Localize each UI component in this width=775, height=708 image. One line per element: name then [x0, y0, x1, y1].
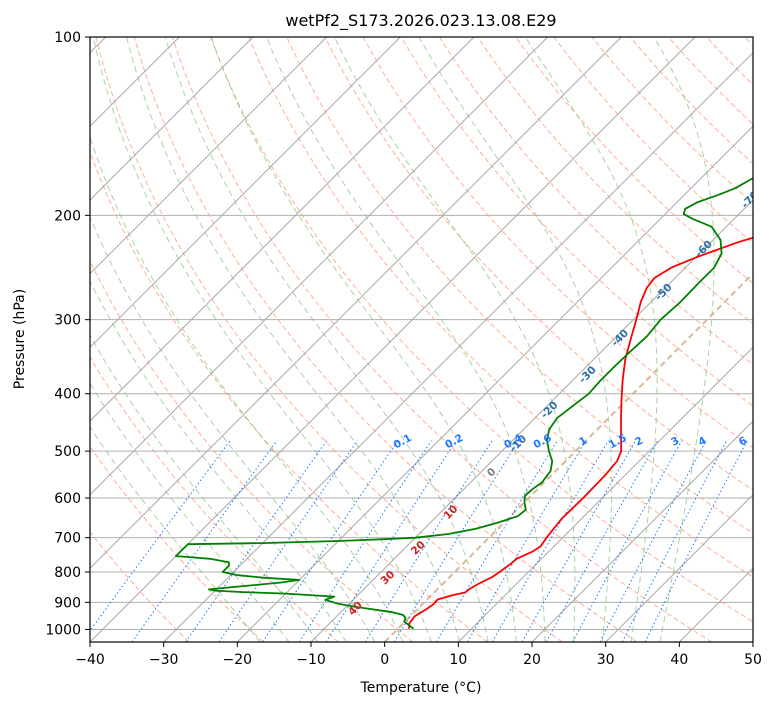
moist-adiabat: [418, 37, 613, 642]
x-tick-label: −20: [223, 652, 253, 668]
dry-adiabat: [171, 37, 712, 642]
moist-adiabat: [333, 37, 576, 642]
dry-adiabat: [95, 37, 563, 642]
isotherm: [163, 51, 753, 642]
plot-area: -100-90-80-70-60-50-40-30-20-10010203040…: [90, 37, 753, 642]
x-tick-label: −10: [296, 652, 326, 668]
moist-adiabat: [90, 215, 376, 642]
moist-adiabat: [524, 37, 658, 642]
x-tick-label: 30: [597, 652, 615, 668]
x-tick-label: 20: [523, 652, 541, 668]
chart-title: wetPf2_S173.2026.023.13.08.E29: [285, 11, 556, 31]
y-tick-label: 800: [54, 565, 81, 581]
moist-adiabat: [90, 334, 319, 642]
mixing-ratio-line: [393, 440, 520, 642]
isotherm: [310, 199, 753, 642]
dry-adiabat: [90, 445, 264, 642]
dry-adiabat: [90, 356, 339, 642]
moist-adiabat: [92, 37, 432, 642]
isotherm: [90, 37, 622, 570]
plot-frame: [89, 36, 754, 643]
mixing-ratio-line: [364, 440, 493, 642]
dry-adiabat: [324, 37, 753, 491]
mixing-ratio-line: [131, 440, 278, 642]
y-axis-title: Pressure (hPa): [12, 289, 28, 389]
moist-adiabat: [266, 37, 546, 642]
mixing-ratio-line: [491, 440, 609, 642]
isotherm: [605, 493, 753, 642]
dry-adiabat: [400, 37, 753, 407]
dry-adiabat: [210, 37, 753, 623]
isotherm: [90, 37, 254, 201]
mixing-ratio-line: [545, 440, 659, 642]
mixing-ratio-line: [90, 440, 231, 632]
mixing-ratio-line: [467, 440, 587, 642]
x-axis-title: Temperature (°C): [360, 680, 482, 696]
dry-adiabat: [90, 531, 190, 642]
isotherm: [531, 420, 753, 642]
dry-adiabat: [248, 37, 753, 578]
mixing-ratio-line: [435, 440, 558, 642]
y-tick-label: 1000: [45, 622, 81, 638]
dry-adiabat: [438, 37, 753, 366]
moist-adiabat: [90, 382, 290, 642]
y-tick-label: 300: [54, 313, 81, 329]
x-tick-label: 10: [449, 652, 467, 668]
dry-adiabat: [90, 150, 488, 642]
mixing-ratio-line: [644, 440, 748, 642]
y-tick-label: 600: [54, 491, 81, 507]
y-tick-label: 400: [54, 387, 81, 403]
y-axis: 100 200 300 400 500 600 700 800 900 1000: [45, 30, 90, 638]
mixing-ratio-line: [521, 440, 637, 642]
x-tick-label: −30: [149, 652, 179, 668]
x-axis: −40 −30 −20 −10 0 10 20 30 40 50: [75, 642, 762, 668]
dry-adiabat: [133, 37, 638, 642]
mixing-ratio-line: [325, 440, 457, 642]
isotherm: [90, 37, 696, 642]
y-tick-label: 900: [54, 595, 81, 611]
x-tick-label: 50: [744, 652, 762, 668]
y-tick-label: 200: [54, 208, 81, 224]
isotherm: [90, 37, 475, 422]
isotherm: [457, 346, 753, 642]
moist-adiabat: [653, 37, 715, 642]
x-tick-label: 40: [670, 652, 688, 668]
x-tick-label: 0: [380, 652, 389, 668]
isotherm: [383, 272, 753, 642]
y-tick-label: 700: [54, 531, 81, 547]
moist-adiabat: [164, 37, 489, 642]
dry-adiabat: [515, 37, 753, 284]
y-tick-label: 100: [54, 30, 81, 46]
temperature-profile-line: [408, 236, 753, 629]
moist-adiabat: [126, 37, 461, 642]
x-tick-label: −40: [75, 652, 105, 668]
mixing-ratio-line: [262, 440, 399, 642]
isotherm: [90, 37, 549, 496]
moist-adiabat: [90, 426, 261, 642]
mixing-ratio-line: [298, 440, 432, 642]
y-tick-label: 500: [54, 444, 81, 460]
mixing-ratio-line: [572, 440, 683, 642]
isotherm: [90, 37, 401, 349]
mixing-ratio-line: [185, 440, 328, 642]
isotherm: [90, 37, 328, 275]
moist-adiabat: [90, 135, 404, 642]
moist-adiabat: [210, 37, 517, 642]
dewpoint-profile-line: [175, 177, 753, 630]
